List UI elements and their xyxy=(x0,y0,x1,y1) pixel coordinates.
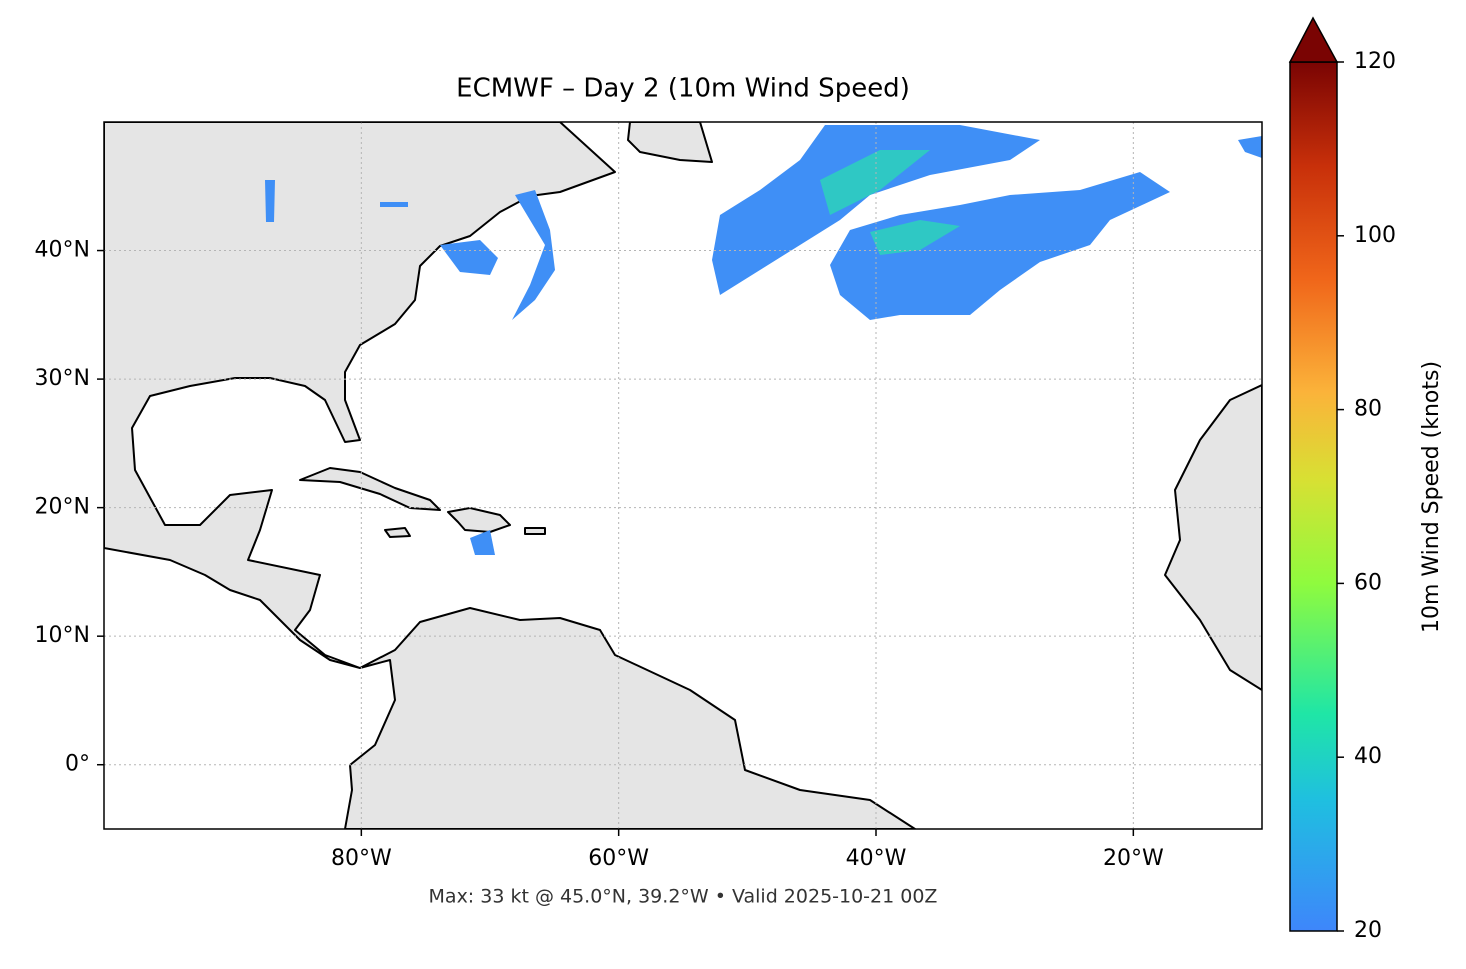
newfoundland xyxy=(627,122,713,163)
y-tick-label: 10°N xyxy=(35,623,90,648)
cuba xyxy=(299,467,441,511)
wind-patch xyxy=(440,240,498,275)
wind-patch xyxy=(830,172,1170,320)
colorbar-tick-label: 60 xyxy=(1354,570,1382,595)
grid xyxy=(104,122,1262,829)
y-tick-label: 40°N xyxy=(35,238,90,263)
colorbar-tick-label: 80 xyxy=(1354,397,1382,422)
footnote: Max: 33 kt @ 45.0°N, 39.2°W • Valid 2025… xyxy=(429,886,938,908)
wind-patch xyxy=(470,530,495,555)
map-area xyxy=(104,122,1262,829)
colorbar-tick-label: 40 xyxy=(1354,744,1382,769)
colorbar xyxy=(1289,61,1338,932)
y-tick-label: 30°N xyxy=(35,366,90,391)
wind-patch xyxy=(380,202,408,207)
africa xyxy=(1164,384,1262,691)
wind-patch xyxy=(712,125,1040,295)
colorbar-tick-label: 20 xyxy=(1354,918,1382,943)
colorbar-tick-label: 120 xyxy=(1354,49,1396,74)
colorbar-tick-label: 100 xyxy=(1354,223,1396,248)
wind-core xyxy=(870,220,960,255)
y-tick-label: 0° xyxy=(65,752,90,777)
americas xyxy=(104,122,916,829)
y-tick-label: 20°N xyxy=(35,495,90,520)
wind-patch xyxy=(512,190,555,320)
wind-core xyxy=(820,150,930,215)
jamaica xyxy=(384,527,411,538)
map-frame xyxy=(103,121,1263,830)
map-title: ECMWF – Day 2 (10m Wind Speed) xyxy=(456,74,910,104)
wind-field xyxy=(265,125,1262,555)
x-tick-label: 40°W xyxy=(846,846,907,871)
colorbar-extend xyxy=(1288,16,1339,63)
wind-patch xyxy=(265,180,275,222)
hispaniola xyxy=(447,507,511,533)
x-tick-label: 80°W xyxy=(331,846,392,871)
colorbar-label: 10m Wind Speed (knots) xyxy=(1419,361,1444,633)
x-tick-label: 20°W xyxy=(1103,846,1164,871)
x-tick-label: 60°W xyxy=(588,846,649,871)
wind-patch xyxy=(1238,136,1262,158)
puerto-rico xyxy=(524,527,546,535)
